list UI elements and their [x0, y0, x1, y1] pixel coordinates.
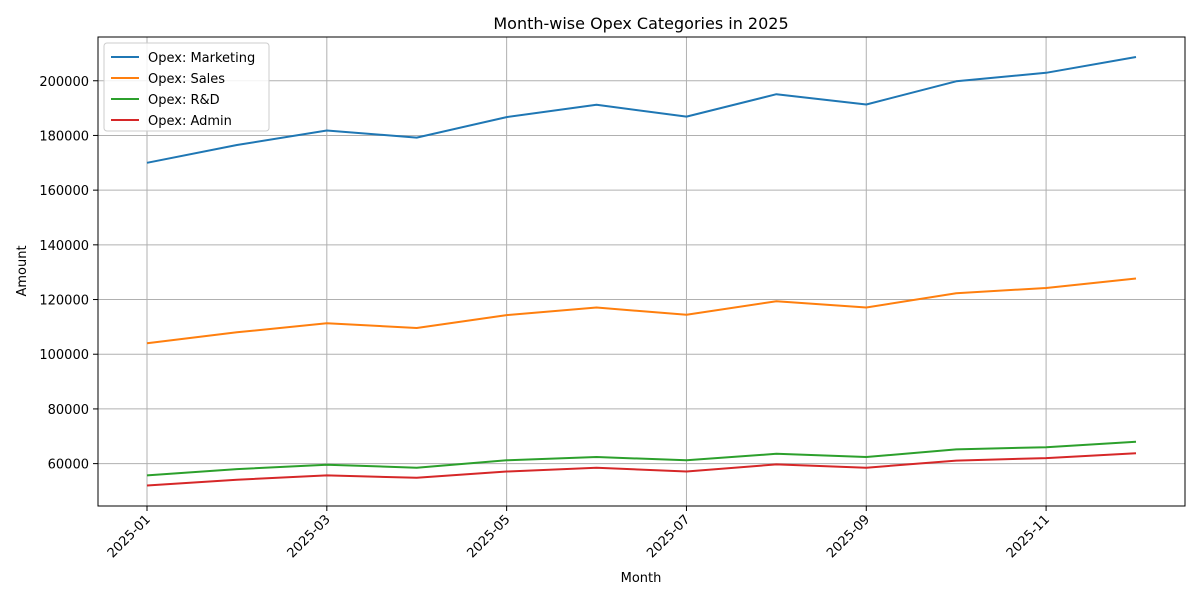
plot-frame: [97, 36, 1186, 507]
legend-label: Opex: R&D: [148, 93, 220, 108]
y-tick-label: 120000: [39, 294, 89, 309]
y-tick-label: 140000: [39, 239, 89, 254]
x-tick-label: 2025-03: [285, 512, 334, 561]
series-line-1: [146, 277, 1137, 345]
series-line-3: [146, 452, 1137, 487]
legend: Opex: Marketing Opex: Sales Opex: R&D Opex:…: [103, 42, 270, 132]
x-axis-ticks: 2025-01 2025-03 2025-05 2025-07 2025-09 2025-…: [105, 506, 1053, 561]
y-tick-label: 100000: [39, 348, 89, 363]
y-tick-label: 180000: [39, 129, 89, 144]
y-axis-label: Amount: [15, 245, 30, 296]
y-tick-label: 200000: [39, 75, 89, 90]
x-tick-label: 2025-11: [1004, 512, 1053, 561]
series-line-0: [146, 56, 1137, 164]
legend-label: Opex: Admin: [148, 114, 232, 129]
chart-title: Month-wise Opex Categories in 2025: [493, 14, 788, 33]
grid-lines: [98, 37, 1185, 506]
legend-box: [103, 42, 270, 132]
y-tick-label: 60000: [48, 458, 89, 473]
x-tick-label: 2025-01: [105, 512, 154, 561]
legend-label: Opex: Marketing: [148, 51, 255, 66]
legend-label: Opex: Sales: [148, 72, 225, 87]
y-axis-ticks: 60000 80000 100000 120000 140000 160000 180000…: [39, 75, 98, 473]
x-tick-label: 2025-07: [644, 512, 693, 561]
x-tick-label: 2025-09: [824, 512, 873, 561]
series-line-2: [146, 440, 1137, 477]
x-axis-label: Month: [621, 571, 662, 586]
x-tick-label: 2025-05: [464, 512, 513, 561]
series-lines: [146, 56, 1137, 487]
y-tick-label: 160000: [39, 184, 89, 199]
y-tick-label: 80000: [48, 403, 89, 418]
